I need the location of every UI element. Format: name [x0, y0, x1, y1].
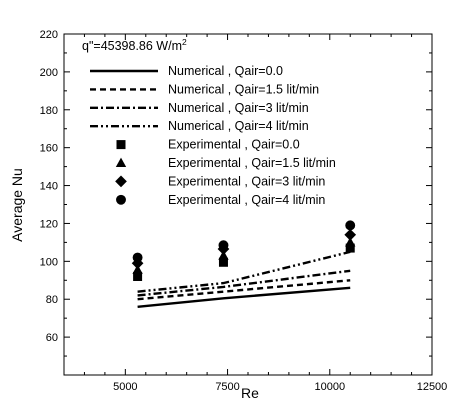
series-line-1 [137, 286, 351, 308]
series-line-4 [137, 250, 351, 293]
y-tick-label: 180 [40, 105, 58, 117]
y-tick-label: 80 [46, 294, 58, 306]
data-point-triangle [345, 236, 356, 247]
legend-label: Numerical , Qair=3 lit/min [168, 101, 309, 115]
y-tick-label: 100 [40, 256, 58, 268]
series-line-2 [137, 279, 351, 301]
y-tick-label: 140 [40, 181, 58, 193]
data-point-circle [218, 240, 229, 251]
x-tick-label: 7500 [215, 381, 239, 393]
y-tick-label: 120 [40, 218, 58, 230]
series-line-3 [137, 269, 351, 297]
legend: Numerical , Qair=0.0 Numerical , Qair=1.5… [90, 64, 336, 207]
y-axis-label: Average Nu [9, 168, 25, 242]
x-tick-label: 12500 [417, 381, 448, 393]
y-tick-label: 200 [40, 67, 58, 79]
legend-label: Numerical , Qair=1.5 lit/min [168, 82, 319, 96]
legend-marker-square [116, 140, 126, 150]
legend-label: Numerical , Qair=4 lit/min [168, 119, 309, 133]
x-axis-label: Re [241, 385, 259, 401]
heat-flux-annotation-superscript: 2 [182, 37, 187, 47]
data-point-triangle [132, 264, 143, 274]
data-point-circle [132, 252, 143, 263]
legend-label: Experimental , Qair=4 lit/min [168, 193, 325, 207]
legend-label: Experimental , Qair=0.0 [168, 138, 300, 152]
x-tick-label: 10000 [314, 381, 345, 393]
y-tick-label: 160 [40, 143, 58, 155]
heat-flux-annotation-text: q"=45398.86 W/m [82, 39, 182, 53]
data-point-square [345, 243, 355, 253]
x-tick-label: 5000 [113, 381, 137, 393]
data-point-square [133, 271, 143, 281]
y-tick-label: 220 [40, 29, 58, 41]
heat-flux-annotation: q"=45398.86 W/m2 [82, 37, 187, 53]
data-point-triangle [218, 250, 229, 260]
data-point-square [218, 257, 228, 267]
y-tick-label: 60 [46, 332, 58, 344]
legend-label: Numerical , Qair=0.0 [168, 64, 283, 78]
legend-marker-diamond [115, 175, 127, 188]
data-point-diamond [344, 228, 357, 241]
legend-marker-circle [116, 194, 126, 205]
legend-label: Experimental , Qair=1.5 lit/min [168, 156, 336, 170]
legend-marker-triangle [115, 157, 127, 168]
legend-label: Experimental , Qair=3 lit/min [168, 174, 325, 188]
data-point-circle [345, 220, 356, 231]
